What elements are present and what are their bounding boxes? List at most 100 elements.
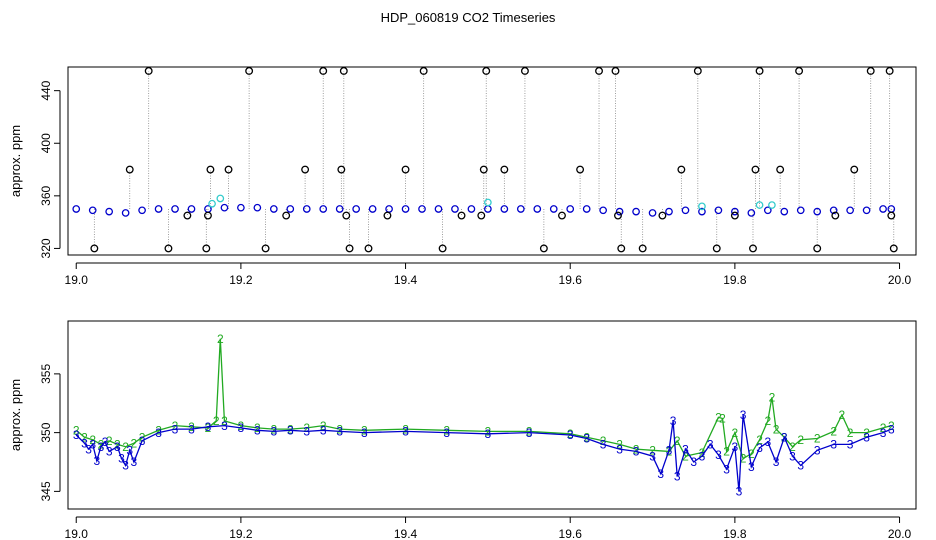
bottom-x-axis: 19.0 19.2 19.4 19.6 19.8 20.0: [65, 516, 912, 540]
series-marker: 2: [567, 427, 574, 441]
top-plot-frame: [67, 66, 917, 256]
outlier-point: [576, 165, 585, 174]
series-marker: 3: [888, 422, 895, 436]
baseline-point: [599, 206, 607, 215]
outlier-point: [611, 66, 620, 75]
outlier-point: [364, 244, 373, 253]
series-marker: 3: [830, 438, 837, 452]
series-marker: 3: [122, 459, 129, 473]
series-marker: 2: [336, 422, 343, 436]
baseline-point: [385, 205, 393, 213]
series-marker: 3: [102, 435, 109, 449]
outlier-point: [245, 66, 254, 75]
y-tick-label: 360: [39, 186, 53, 206]
cyan-point: [208, 199, 216, 208]
outlier-point: [866, 66, 875, 75]
outlier-point: [477, 211, 486, 220]
y-tick-label: 320: [39, 238, 53, 258]
outlier-point: [482, 66, 491, 75]
outlier-point: [658, 211, 667, 220]
series-marker: 2: [172, 419, 179, 433]
outlier-point: [202, 244, 211, 253]
outlier-point: [457, 211, 466, 220]
baseline-point: [220, 203, 229, 212]
series-marker: 2: [732, 426, 739, 440]
baseline-point: [418, 205, 426, 213]
outlier-point: [204, 211, 212, 220]
outlier-point: [751, 165, 760, 174]
series-marker: 3: [583, 432, 590, 446]
series-marker: 3: [748, 460, 755, 474]
series-marker: 2: [773, 422, 780, 436]
outlier-point: [850, 165, 859, 174]
cyan-point: [768, 201, 776, 209]
series-marker: 3: [205, 420, 212, 434]
series-marker: 3: [336, 425, 343, 439]
series-marker: 3: [89, 438, 96, 452]
series-marker: 3: [172, 422, 179, 436]
series-marker: 3: [657, 467, 664, 481]
series-marker: 2: [270, 422, 277, 436]
y-tick-label: 350: [39, 422, 53, 442]
top-y-axis: 320 360 400 440: [39, 80, 61, 258]
series-marker: 2: [769, 391, 776, 405]
outlier-point: [885, 66, 894, 75]
series-marker: 3: [670, 414, 677, 428]
series-marker: 3: [781, 431, 788, 445]
series-marker: 3: [715, 448, 722, 462]
series-marker: 3: [736, 485, 743, 499]
baseline-point: [88, 206, 97, 215]
series-marker: 2: [674, 434, 681, 448]
outlier-point: [776, 165, 785, 174]
outlier-point: [224, 165, 233, 174]
baseline-point: [335, 205, 344, 213]
series-marker: 2: [122, 440, 129, 454]
outlier-point: [319, 66, 328, 75]
series-marker: 2: [81, 431, 88, 445]
x-tick-label: 19.0: [65, 273, 89, 287]
series-line: [75, 338, 892, 460]
series-marker: 2: [205, 421, 212, 435]
baseline-point: [747, 209, 756, 217]
top-y-axis-label: approx. ppm: [8, 125, 23, 197]
series-marker: 3: [155, 426, 162, 440]
series-marker: 2: [719, 412, 726, 426]
baseline-point: [516, 205, 525, 213]
series-marker: 3: [764, 435, 771, 449]
outlier-point: [813, 244, 822, 253]
series-marker: 2: [888, 419, 895, 433]
baseline-point: [500, 205, 509, 213]
series-marker: 2: [526, 425, 533, 439]
baseline-point: [698, 207, 706, 216]
outlier-point: [677, 165, 686, 174]
outlier-point: [206, 165, 215, 174]
x-tick-label: 19.6: [559, 527, 583, 540]
outlier-point: [345, 244, 354, 253]
baseline-point: [368, 205, 377, 213]
outlier-point: [125, 165, 134, 174]
outlier-point: [887, 211, 896, 220]
y-tick-label: 400: [39, 133, 53, 153]
outlier-point: [889, 244, 898, 253]
series-marker: 2: [217, 332, 224, 346]
series-marker: 3: [270, 425, 277, 439]
bottom-y-axis-label: approx. ppm: [8, 379, 23, 451]
series-marker: 2: [221, 414, 228, 428]
x-tick-label: 20.0: [888, 273, 912, 287]
baseline-point: [286, 205, 295, 213]
series-marker: 3: [287, 423, 294, 437]
outlier-point: [301, 165, 310, 174]
series-marker: 3: [361, 426, 368, 440]
series-marker: 2: [213, 414, 220, 428]
outlier-point: [339, 66, 348, 75]
outlier-point: [539, 244, 548, 253]
series-marker: 3: [723, 462, 730, 476]
series-marker: 3: [221, 419, 228, 433]
outlier-point: [730, 211, 739, 220]
outlier-point: [183, 211, 192, 220]
series-marker: 3: [682, 442, 689, 456]
baseline-point: [434, 205, 443, 213]
baseline-point: [121, 209, 130, 217]
